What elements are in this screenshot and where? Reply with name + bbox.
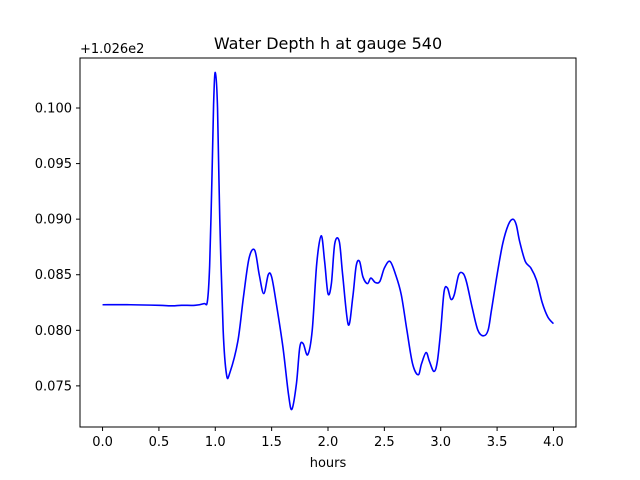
y-tick-label: 0.100 <box>35 102 72 117</box>
y-tick-label: 0.095 <box>35 157 72 172</box>
series-line-0 <box>102 71 555 411</box>
x-tick-label: 2.5 <box>374 435 395 450</box>
x-tick-label: 0.0 <box>92 435 113 450</box>
x-tick-label: 3.5 <box>487 435 508 450</box>
x-tick-label: 3.0 <box>430 435 451 450</box>
x-axis-label: hours <box>310 456 347 471</box>
y-axis-offset-label: +1.026e2 <box>80 42 144 57</box>
chart-title: Water Depth h at gauge 540 <box>214 34 442 53</box>
x-tick-label: 1.0 <box>205 435 226 450</box>
y-tick-label: 0.090 <box>35 213 72 228</box>
x-tick-label: 0.5 <box>149 435 170 450</box>
x-tick-label: 2.0 <box>318 435 339 450</box>
y-tick-label: 0.080 <box>35 324 72 339</box>
y-tick-label: 0.085 <box>35 268 72 283</box>
y-tick-label: 0.075 <box>35 379 72 394</box>
plot-area: 0.0 0.5 1.0 1.5 2.0 2.5 3.0 3.5 4.0 0.075 0.080 0.0… <box>35 57 577 450</box>
x-tick-label: 1.5 <box>261 435 282 450</box>
x-tick-label: 4.0 <box>543 435 564 450</box>
